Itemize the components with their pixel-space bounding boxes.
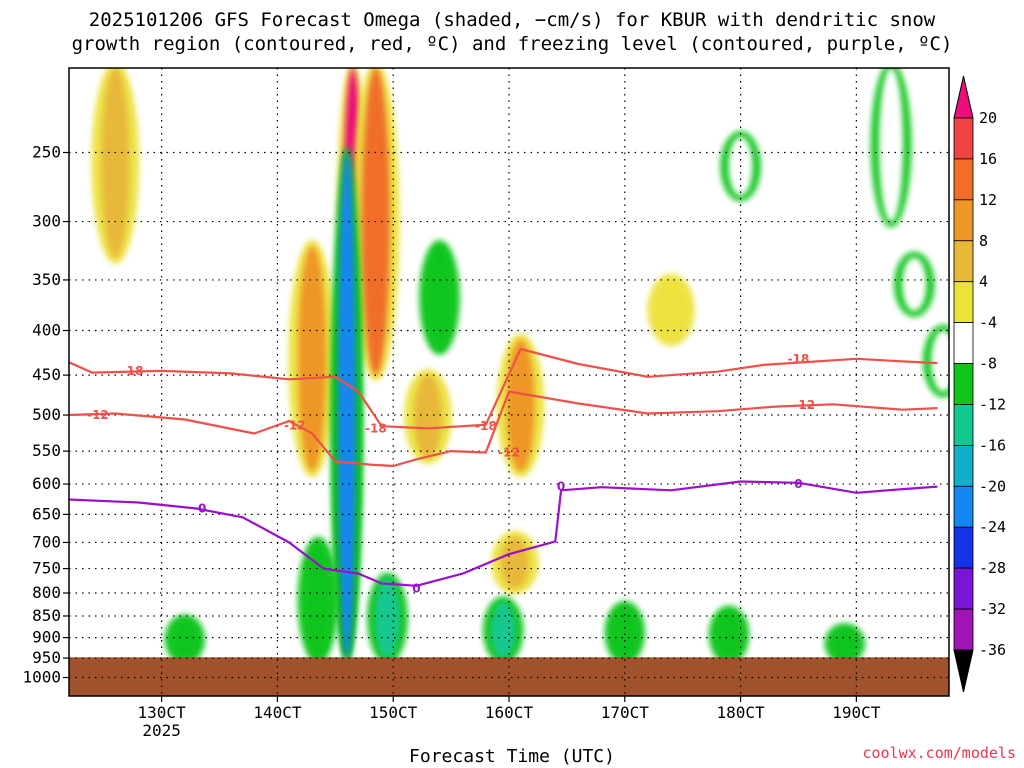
terrain-fill (69, 657, 949, 696)
omega-cell (500, 536, 529, 589)
colorbar-swatch (953, 158, 974, 201)
y-tick-label: 850 (32, 606, 61, 625)
y-tick-label: 1000 (22, 668, 61, 687)
colorbar-swatch (953, 199, 974, 242)
colorbar-tick-label: -36 (979, 641, 1006, 659)
omega-cell (101, 68, 130, 258)
colorbar-swatch (953, 526, 974, 569)
colorbar-tick-label: -4 (979, 314, 997, 332)
colorbar-tick-label: -12 (979, 395, 1006, 413)
colorbar-tick-label: 16 (979, 150, 997, 168)
omega-cell (717, 611, 741, 659)
x-tick-label: 130CT (138, 703, 187, 722)
omega-cell (506, 339, 535, 472)
contour-label: 0 (198, 502, 206, 516)
colorbar-tick-label: 12 (979, 191, 997, 209)
omega-cell (657, 279, 686, 340)
watermark[interactable]: coolwx.com/models (862, 744, 1016, 762)
y-tick-label: 450 (32, 365, 61, 384)
contour-label: 0 (794, 477, 802, 491)
contour-label: 0 (412, 581, 420, 595)
colorbar-swatch (953, 240, 974, 283)
contour-label: 0 (557, 480, 565, 494)
omega-cell (832, 629, 857, 659)
x-axis-title: Forecast Time (UTC) (409, 746, 615, 767)
y-tick-label: 550 (32, 441, 61, 460)
colorbar-swatch (953, 444, 974, 487)
contour-label: -18 (365, 421, 387, 435)
freezing-level-contour (69, 480, 938, 587)
x-tick-label: 150CT (369, 703, 418, 722)
contour-label: -18 (122, 364, 144, 378)
colorbar-bottom-arrow (953, 649, 974, 693)
colorbar-tick-label: -32 (979, 600, 1006, 618)
x-tick-label: 160CT (485, 703, 534, 722)
y-tick-label: 400 (32, 321, 61, 340)
y-tick-label: 650 (32, 504, 61, 523)
colorbar-swatch (953, 117, 974, 160)
y-tick-label: 750 (32, 559, 61, 578)
contour-label: -12 (498, 445, 520, 459)
colorbar-tick-label: 4 (979, 273, 988, 291)
omega-cell (931, 330, 949, 392)
colorbar-tick-label: -24 (979, 518, 1006, 536)
contour-label: -18 (475, 419, 497, 433)
colorbar-top-arrow (953, 75, 974, 119)
x-tick-label: 180CT (716, 703, 765, 722)
omega-cell (337, 152, 356, 659)
colorbar-swatch (953, 567, 974, 610)
colorbar-tick-label: 20 (979, 109, 997, 127)
colorbar-swatch (953, 322, 974, 364)
colorbar-tick-label: -8 (979, 355, 997, 373)
omega-cell (902, 257, 927, 312)
contour-label: -12 (87, 408, 109, 422)
dendritic-contour-minus18 (69, 347, 938, 430)
y-tick-label: 350 (32, 270, 61, 289)
omega-cell (375, 578, 400, 659)
colorbar-tick-label: 8 (979, 232, 988, 250)
colorbar-tick-label: -28 (979, 559, 1006, 577)
colorbar-swatch (953, 404, 974, 446)
colorbar-swatch (953, 608, 974, 651)
dendritic-contour-minus12 (69, 390, 938, 468)
colorbar-tick-label: -20 (979, 477, 1006, 495)
contour-label: -18 (788, 352, 810, 366)
x-tick-label: 140CT (253, 703, 302, 722)
omega-cell (612, 606, 637, 659)
omega-cell (172, 620, 197, 659)
colorbar-tick-label: -16 (979, 436, 1006, 454)
y-tick-label: 800 (32, 583, 61, 602)
chart-title-line2: growth region (contoured, red, ºC) and f… (71, 33, 953, 55)
colorbar-swatch (953, 485, 974, 528)
y-tick-label: 950 (32, 648, 61, 667)
x-tick-label: 170CT (601, 703, 650, 722)
contour-label: -12 (793, 398, 815, 412)
contour-label: -12 (284, 418, 306, 432)
y-tick-label: 600 (32, 474, 61, 493)
colorbar-swatch (953, 281, 974, 324)
y-tick-label: 500 (32, 405, 61, 424)
chart-title-line1: 2025101206 GFS Forecast Omega (shaded, −… (88, 9, 936, 31)
omega-cell (413, 375, 442, 458)
y-tick-label: 900 (32, 628, 61, 647)
y-tick-label: 250 (32, 143, 61, 162)
omega-cell (427, 245, 452, 349)
y-tick-label: 700 (32, 532, 61, 551)
omega-cell (491, 602, 516, 659)
omega-cell (879, 68, 904, 222)
omega-cell (305, 542, 330, 659)
x-tick-sublabel: 2025 (142, 721, 181, 740)
y-tick-label: 300 (32, 212, 61, 231)
x-tick-label: 190CT (832, 703, 881, 722)
colorbar-swatch (953, 363, 974, 405)
omega-cell (298, 245, 327, 472)
